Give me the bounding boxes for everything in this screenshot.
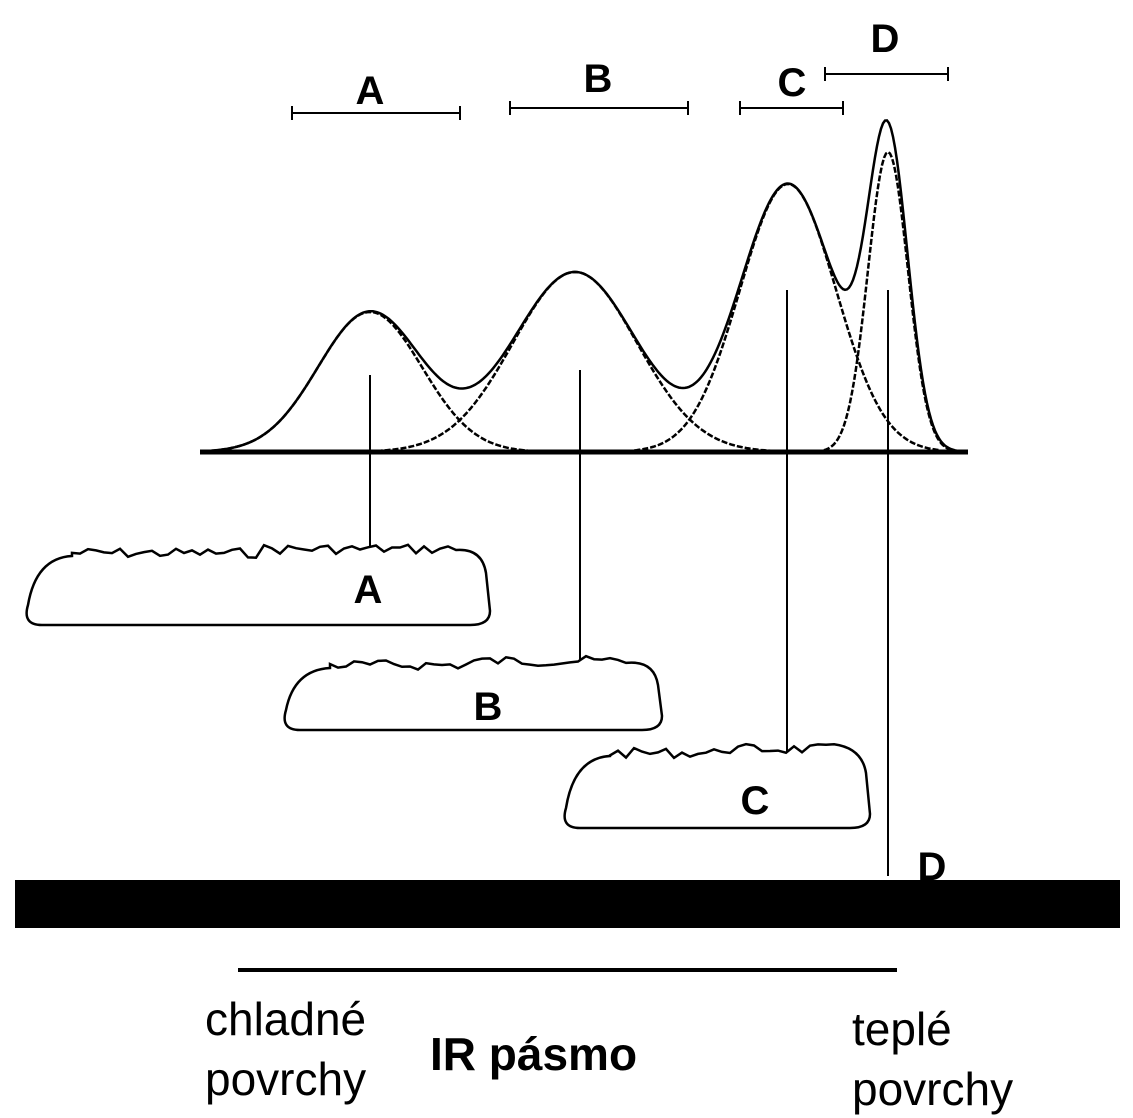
range-label: C — [778, 61, 807, 105]
band-label: IR pásmo — [430, 1028, 637, 1080]
cloud — [563, 742, 872, 830]
ground — [15, 880, 1120, 928]
range-bars — [291, 67, 949, 120]
cloud — [25, 543, 492, 627]
component-curve — [376, 270, 773, 453]
cloud — [283, 654, 664, 732]
cloud-label: C — [741, 779, 770, 823]
sum-curve — [204, 119, 968, 453]
range-label: B — [584, 57, 613, 101]
cloud-label: A — [354, 568, 383, 612]
range-label: A — [356, 69, 385, 113]
cloud-label: B — [474, 685, 503, 729]
warm-label: teplé — [852, 1003, 952, 1055]
clouds — [25, 543, 872, 830]
warm-label: povrchy — [852, 1063, 1013, 1115]
cold-label: chladné — [205, 993, 366, 1045]
cold-label: povrchy — [205, 1053, 366, 1105]
spectrum-curves — [203, 119, 968, 453]
drop-lines — [369, 290, 889, 876]
range-label: D — [871, 17, 900, 61]
